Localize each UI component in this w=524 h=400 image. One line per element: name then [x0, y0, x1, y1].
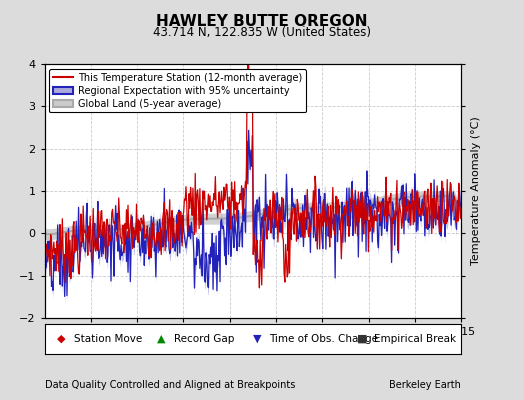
Text: ▼: ▼ — [253, 334, 261, 344]
Text: Time of Obs. Change: Time of Obs. Change — [269, 334, 378, 344]
Legend: This Temperature Station (12-month average), Regional Expectation with 95% uncer: This Temperature Station (12-month avera… — [49, 69, 305, 112]
Text: Record Gap: Record Gap — [173, 334, 234, 344]
Text: Berkeley Earth: Berkeley Earth — [389, 380, 461, 390]
Text: ▲: ▲ — [157, 334, 166, 344]
Text: HAWLEY BUTTE OREGON: HAWLEY BUTTE OREGON — [156, 14, 368, 29]
Text: Station Move: Station Move — [74, 334, 142, 344]
Text: Empirical Break: Empirical Break — [374, 334, 456, 344]
Text: 43.714 N, 122.835 W (United States): 43.714 N, 122.835 W (United States) — [153, 26, 371, 39]
Text: Data Quality Controlled and Aligned at Breakpoints: Data Quality Controlled and Aligned at B… — [45, 380, 295, 390]
Y-axis label: Temperature Anomaly (°C): Temperature Anomaly (°C) — [471, 117, 481, 265]
Text: ■: ■ — [357, 334, 367, 344]
Text: ◆: ◆ — [57, 334, 66, 344]
